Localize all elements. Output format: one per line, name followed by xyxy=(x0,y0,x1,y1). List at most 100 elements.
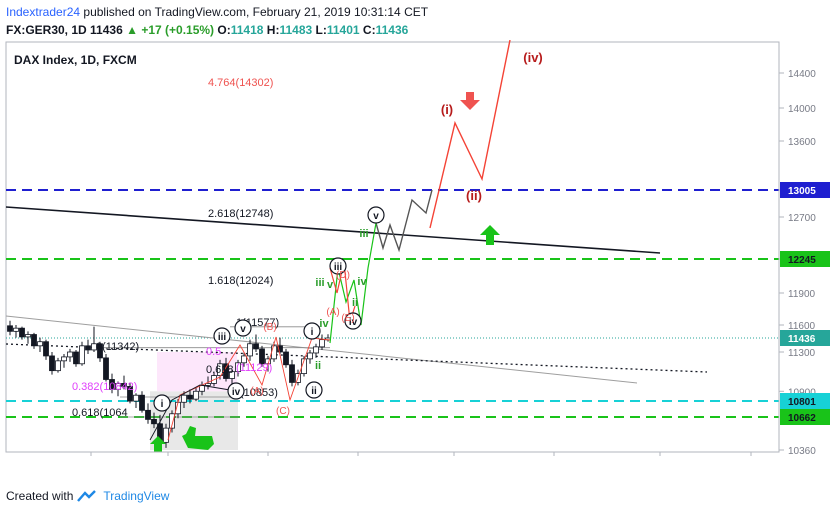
time-axis[interactable]: Dec2019FebMarAprMayJunJul xyxy=(6,451,779,460)
wave-label: iv xyxy=(319,318,329,330)
candle-body xyxy=(247,343,253,357)
candle xyxy=(109,373,115,394)
low-value: 11401 xyxy=(326,23,360,37)
wave-label: (D) xyxy=(336,270,350,281)
candle-body xyxy=(103,357,109,380)
price-change: ▲ +17 (+0.15%) xyxy=(126,23,215,37)
candle xyxy=(67,348,73,362)
candle xyxy=(253,334,259,352)
candle-body xyxy=(289,364,295,383)
black-projection-path xyxy=(375,189,433,253)
candle-body xyxy=(133,394,139,402)
price-badge xyxy=(780,393,830,409)
candle xyxy=(115,381,121,397)
small-arrow-up-icon xyxy=(150,436,166,452)
candle-body xyxy=(205,383,211,386)
author-link[interactable]: Indextrader24 xyxy=(6,5,81,19)
tradingview-logo-icon xyxy=(77,490,97,502)
annotations: 4.764(14302)2.618(12748)1.618(12024)1(11… xyxy=(72,50,543,419)
price-badge xyxy=(780,251,830,267)
y-tick-label: 10360 xyxy=(788,446,816,457)
last-price: 11436 xyxy=(90,23,123,37)
candle-body xyxy=(181,394,187,403)
candle-body xyxy=(7,325,13,332)
y-tick-label: 11900 xyxy=(788,289,816,300)
arrow-up-icon xyxy=(480,225,500,245)
close-label: C: xyxy=(362,23,376,37)
candle xyxy=(235,359,241,377)
price-badge-label: 11436 xyxy=(788,334,816,345)
y-tick-label: 14000 xyxy=(788,104,816,115)
wave-circle xyxy=(367,206,385,224)
candle xyxy=(247,339,253,361)
wave-label: ii xyxy=(315,360,321,372)
high-value: 11483 xyxy=(279,23,313,37)
candle xyxy=(133,393,139,409)
y-tick-label: 13600 xyxy=(788,137,816,148)
candles xyxy=(7,320,331,448)
candle-body xyxy=(49,355,55,372)
wave-start-path xyxy=(149,384,231,441)
candle-body xyxy=(277,345,283,353)
candle-body xyxy=(241,355,247,364)
candle xyxy=(13,325,19,338)
candle xyxy=(145,403,151,424)
fib-label: 0.5 xyxy=(206,346,221,358)
symbol-line: FX:GER30, 1D 11436 ▲ +17 (+0.15%) O:1141… xyxy=(6,23,408,37)
candle xyxy=(283,348,289,368)
candle-body xyxy=(319,339,325,348)
candle xyxy=(19,326,25,340)
candle-body xyxy=(217,363,223,376)
candle-body xyxy=(283,351,289,366)
candle-body xyxy=(235,362,241,373)
candle xyxy=(55,357,61,373)
tradingview-brand[interactable]: TradingView xyxy=(103,489,170,503)
long-trendline xyxy=(5,206,661,254)
candle xyxy=(163,423,169,448)
high-label: H: xyxy=(266,23,280,37)
price-badge xyxy=(780,330,830,346)
fib-label: 0.618(1064 xyxy=(72,407,128,419)
wave-label: i xyxy=(161,399,164,410)
candle-body xyxy=(91,343,97,351)
dotted-trendline xyxy=(5,343,708,373)
wave-label: (ii) xyxy=(466,188,482,203)
y-tick-label: 12700 xyxy=(788,213,816,224)
wave-circle xyxy=(305,381,323,399)
wave-circle xyxy=(234,319,252,337)
price-chart[interactable]: DAX Index, 1D, FXCM 4.764(14302) 2.618(12… xyxy=(0,40,835,460)
candle xyxy=(43,339,49,360)
fib-label: (11129) xyxy=(236,362,272,374)
wave-circle xyxy=(303,322,321,340)
price-badge-label: 13005 xyxy=(788,186,816,197)
candle-body xyxy=(115,383,121,390)
price-axis[interactable]: 10360 10900 11300 11600 11900 12245 12700 13005… xyxy=(778,42,830,457)
wave-label: v xyxy=(373,211,379,222)
wave-label: v xyxy=(240,324,246,335)
wave-label: (B) xyxy=(263,322,276,333)
candle xyxy=(187,389,193,404)
publish-line: Indextrader24 published on TradingView.c… xyxy=(6,5,428,19)
candle-body xyxy=(253,343,259,350)
red-projection-path xyxy=(429,40,511,229)
candle-body xyxy=(31,334,37,347)
wave-label: (C) xyxy=(276,406,290,417)
candle-body xyxy=(85,345,91,351)
candle xyxy=(229,369,235,386)
candle-body xyxy=(193,390,199,400)
wave-label: ii xyxy=(311,386,317,397)
candle-body xyxy=(163,427,169,443)
fib-label: 1.618(12024) xyxy=(208,275,273,287)
candle xyxy=(31,332,37,349)
fib-label: 4.764(14302) xyxy=(208,77,273,89)
arrow-down-icon xyxy=(460,92,480,110)
wave-label: iii xyxy=(218,332,227,343)
fib-label: (10853) xyxy=(240,387,278,399)
candle-body xyxy=(97,343,103,359)
candle xyxy=(73,349,79,367)
candle-body xyxy=(73,351,79,365)
candle-body xyxy=(127,385,133,402)
candle-body xyxy=(145,409,151,420)
candle-body xyxy=(169,413,175,429)
candle-body xyxy=(61,356,67,362)
